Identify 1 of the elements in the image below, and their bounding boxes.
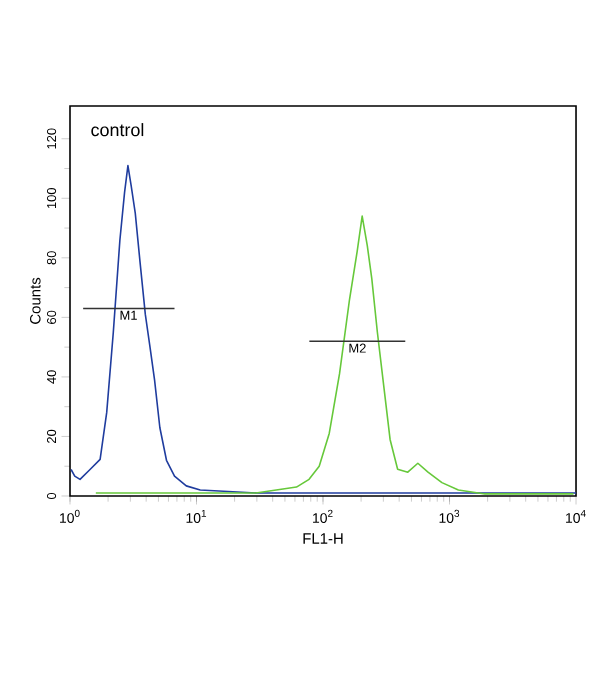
- annotation: control: [91, 123, 144, 137]
